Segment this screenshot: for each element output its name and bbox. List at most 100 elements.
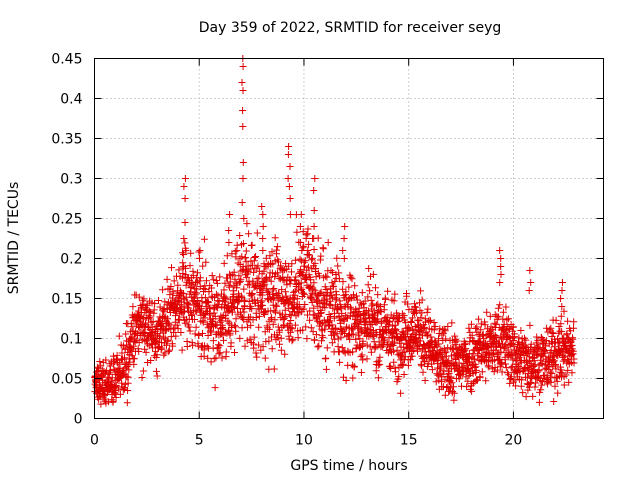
data-point: [181, 195, 189, 202]
data-point: [181, 319, 189, 327]
data-point: [274, 269, 282, 277]
data-point: [259, 211, 267, 218]
data-point: [442, 335, 450, 343]
data-point: [240, 285, 248, 293]
data-point: [406, 356, 414, 364]
data-point: [260, 267, 268, 275]
data-point: [293, 295, 301, 303]
data-point: [285, 183, 293, 190]
data-point: [447, 384, 454, 392]
data-point: [422, 318, 429, 326]
data-point: [186, 327, 194, 335]
data-point: [150, 306, 158, 314]
data-point: [522, 393, 530, 401]
data-point: [242, 258, 250, 266]
data-point: [538, 381, 546, 389]
data-point: [96, 358, 104, 365]
data-point: [191, 316, 199, 323]
data-point: [366, 287, 374, 295]
data-point: [364, 281, 372, 289]
data-point: [259, 247, 267, 254]
data-point: [563, 356, 571, 364]
data-point: [230, 304, 238, 312]
data-point: [448, 319, 456, 327]
chart-title: Day 359 of 2022, SRMTID for receiver sey…: [199, 20, 502, 36]
data-point: [226, 211, 234, 218]
data-point: [301, 257, 309, 265]
data-point: [252, 349, 260, 357]
data-point: [518, 376, 526, 384]
data-point: [359, 337, 367, 345]
data-point: [172, 332, 180, 340]
data-point: [220, 286, 228, 294]
data-point: [181, 175, 189, 182]
data-point: [259, 235, 267, 242]
data-point: [496, 247, 504, 254]
data-point: [322, 286, 330, 293]
data-point: [221, 293, 229, 301]
data-point: [153, 351, 161, 359]
data-point: [441, 349, 449, 357]
data-point: [216, 342, 224, 350]
data-point: [495, 313, 503, 321]
data-point: [339, 247, 347, 254]
data-point: [374, 374, 382, 382]
x-tick-labels: 0 5 10 15 20: [90, 433, 522, 449]
data-point: [423, 354, 431, 362]
data-point: [551, 382, 559, 390]
data-point: [280, 314, 288, 322]
data-point: [158, 344, 166, 352]
data-point: [243, 273, 251, 281]
data-point: [404, 361, 412, 369]
data-point: [124, 387, 132, 394]
data-point: [250, 283, 258, 291]
data-point: [186, 262, 194, 270]
data-point: [326, 317, 334, 325]
data-point: [325, 300, 333, 308]
data-point: [269, 320, 277, 328]
data-point: [465, 324, 473, 332]
data-point: [547, 368, 555, 376]
data-point: [310, 223, 318, 230]
data-point: [207, 328, 215, 336]
data-point: [312, 265, 320, 273]
data-point: [564, 317, 572, 325]
data-point: [284, 323, 292, 331]
data-point: [118, 379, 126, 387]
data-point: [284, 175, 292, 182]
data-point: [533, 351, 541, 359]
data-point: [310, 235, 318, 242]
data-point: [322, 272, 330, 280]
data-point: [112, 381, 120, 389]
data-point: [380, 330, 388, 338]
data-point: [349, 348, 357, 356]
data-point: [509, 333, 517, 341]
data-point: [115, 367, 123, 375]
data-point: [288, 337, 296, 345]
data-point: [174, 325, 182, 333]
x-tick-label: 10: [295, 433, 313, 449]
x-tick-label: 5: [195, 433, 204, 449]
data-point: [372, 367, 380, 375]
data-point: [336, 358, 344, 366]
data-point: [552, 365, 560, 373]
data-point: [507, 373, 515, 381]
data-point: [216, 349, 224, 357]
data-point: [222, 348, 230, 356]
data-point: [223, 252, 231, 260]
data-point: [472, 325, 480, 332]
data-point: [316, 272, 323, 280]
data-point: [317, 309, 325, 317]
data-point: [312, 331, 320, 339]
data-point: [152, 367, 160, 375]
data-point: [526, 321, 534, 329]
data-point: [509, 356, 517, 364]
data-point: [470, 379, 477, 387]
data-point: [376, 353, 384, 361]
data-point: [245, 281, 253, 289]
data-point: [331, 309, 338, 317]
data-point: [503, 316, 511, 324]
data-point: [550, 357, 558, 365]
data-point: [153, 372, 161, 380]
data-point: [155, 297, 162, 304]
